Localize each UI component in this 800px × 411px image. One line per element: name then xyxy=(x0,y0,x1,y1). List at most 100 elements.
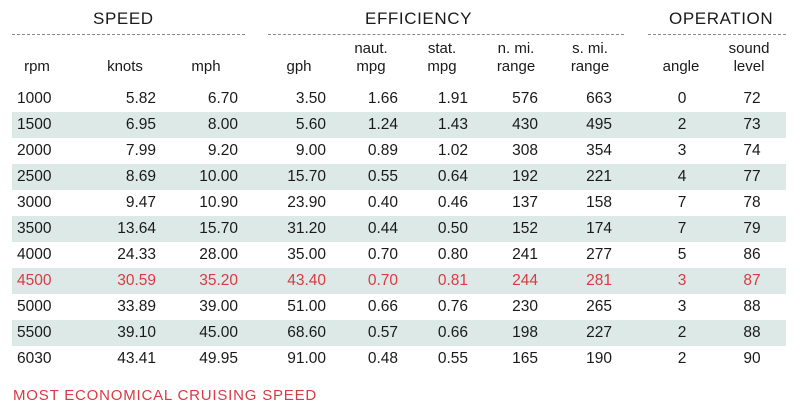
cell-sound-level: 88 xyxy=(743,324,761,341)
cell-knots: 24.33 xyxy=(117,246,156,263)
cell-rpm: 2500 xyxy=(17,168,52,185)
table-row: 5500 39.10 45.00 68.60 0.57 0.66 198 227 2 88 xyxy=(12,320,786,346)
cell-mph: 35.20 xyxy=(199,272,238,289)
cell-rpm: 5000 xyxy=(17,298,52,315)
header-rpm: rpm xyxy=(24,58,50,75)
cell-n-mi-range: 308 xyxy=(512,142,538,159)
table-row: 4500 30.59 35.20 43.40 0.70 0.81 244 281 3 87 xyxy=(12,268,786,294)
header-gph: gph xyxy=(286,58,312,75)
cell-rpm: 3500 xyxy=(17,220,52,237)
cell-s-mi-range: 495 xyxy=(586,116,612,133)
header-mph: mph xyxy=(191,58,221,75)
table-row: 3500 13.64 15.70 31.20 0.44 0.50 152 174 7 79 xyxy=(12,216,786,242)
cell-naut-mpg: 1.66 xyxy=(367,90,398,107)
cell-n-mi-range: 244 xyxy=(512,272,538,289)
table-row: 5000 33.89 39.00 51.00 0.66 0.76 230 265 3 88 xyxy=(12,294,786,320)
group-title-speed: SPEED xyxy=(93,9,154,28)
cell-knots: 33.89 xyxy=(117,298,156,315)
header-sound-level: sound level xyxy=(728,40,770,75)
cell-n-mi-range: 230 xyxy=(512,298,538,315)
cell-rpm: 4500 xyxy=(17,272,52,289)
cell-angle: 4 xyxy=(677,168,687,185)
cell-n-mi-range: 137 xyxy=(512,194,538,211)
cell-naut-mpg: 0.89 xyxy=(367,142,398,159)
cell-sound-level: 79 xyxy=(743,220,761,237)
cell-knots: 8.69 xyxy=(125,168,156,185)
header-angle: angle xyxy=(662,58,700,75)
cell-n-mi-range: 576 xyxy=(512,90,538,107)
cell-s-mi-range: 158 xyxy=(586,194,612,211)
header-n-mi-range: n. mi. range xyxy=(496,40,536,75)
cell-s-mi-range: 663 xyxy=(586,90,612,107)
operation-group-rule xyxy=(648,34,786,35)
cell-mph: 45.00 xyxy=(199,324,238,341)
cell-knots: 43.41 xyxy=(117,350,156,367)
table-row: 2500 8.69 10.00 15.70 0.55 0.64 192 221 4 77 xyxy=(12,164,786,190)
cell-gph: 3.50 xyxy=(295,90,326,107)
cell-stat-mpg: 0.76 xyxy=(437,298,468,315)
cell-mph: 9.20 xyxy=(207,142,238,159)
footnote-most-economical: MOST ECONOMICAL CRUISING SPEED xyxy=(13,387,318,404)
cell-rpm: 1500 xyxy=(17,116,52,133)
cell-s-mi-range: 281 xyxy=(586,272,612,289)
cell-stat-mpg: 0.66 xyxy=(437,324,468,341)
cell-angle: 5 xyxy=(677,246,687,263)
cell-gph: 91.00 xyxy=(287,350,326,367)
cell-gph: 68.60 xyxy=(287,324,326,341)
table-row: 6030 43.41 49.95 91.00 0.48 0.55 165 190 2 90 xyxy=(12,346,786,372)
cell-naut-mpg: 0.70 xyxy=(367,272,398,289)
cell-gph: 15.70 xyxy=(287,168,326,185)
cell-mph: 39.00 xyxy=(199,298,238,315)
cell-naut-mpg: 0.66 xyxy=(367,298,398,315)
cell-naut-mpg: 0.44 xyxy=(367,220,398,237)
cell-angle: 2 xyxy=(677,350,687,367)
cell-knots: 6.95 xyxy=(125,116,156,133)
cell-naut-mpg: 0.55 xyxy=(367,168,398,185)
cell-angle: 3 xyxy=(677,298,687,315)
cell-gph: 5.60 xyxy=(295,116,326,133)
cell-stat-mpg: 0.80 xyxy=(437,246,468,263)
cell-s-mi-range: 221 xyxy=(586,168,612,185)
cell-rpm: 6030 xyxy=(17,350,52,367)
cell-naut-mpg: 0.40 xyxy=(367,194,398,211)
cell-n-mi-range: 192 xyxy=(512,168,538,185)
cell-sound-level: 73 xyxy=(743,116,761,133)
cell-gph: 35.00 xyxy=(287,246,326,263)
cell-mph: 15.70 xyxy=(199,220,238,237)
cell-angle: 7 xyxy=(677,220,687,237)
cell-gph: 9.00 xyxy=(295,142,326,159)
table-row: 1500 6.95 8.00 5.60 1.24 1.43 430 495 2 73 xyxy=(12,112,786,138)
header-knots: knots xyxy=(107,58,143,75)
cell-gph: 51.00 xyxy=(287,298,326,315)
speed-group-rule xyxy=(12,34,245,35)
cell-sound-level: 86 xyxy=(743,246,761,263)
cell-mph: 10.00 xyxy=(199,168,238,185)
cell-stat-mpg: 0.50 xyxy=(437,220,468,237)
cell-mph: 28.00 xyxy=(199,246,238,263)
cell-angle: 3 xyxy=(677,142,687,159)
cell-naut-mpg: 0.70 xyxy=(367,246,398,263)
efficiency-group-rule xyxy=(268,34,624,35)
cell-stat-mpg: 0.46 xyxy=(437,194,468,211)
cell-naut-mpg: 1.24 xyxy=(367,116,398,133)
cell-sound-level: 74 xyxy=(743,142,761,159)
cell-rpm: 5500 xyxy=(17,324,52,341)
cell-rpm: 3000 xyxy=(17,194,52,211)
cell-stat-mpg: 0.64 xyxy=(437,168,468,185)
cell-stat-mpg: 0.81 xyxy=(437,272,468,289)
cell-rpm: 4000 xyxy=(17,246,52,263)
cell-angle: 3 xyxy=(677,272,687,289)
cell-stat-mpg: 0.55 xyxy=(437,350,468,367)
cell-knots: 13.64 xyxy=(117,220,156,237)
cell-naut-mpg: 0.57 xyxy=(367,324,398,341)
header-naut-mpg: naut. mpg xyxy=(354,40,388,75)
cell-n-mi-range: 430 xyxy=(512,116,538,133)
cell-angle: 0 xyxy=(677,90,687,107)
cell-n-mi-range: 198 xyxy=(512,324,538,341)
cell-gph: 43.40 xyxy=(287,272,326,289)
cell-knots: 39.10 xyxy=(117,324,156,341)
cell-rpm: 1000 xyxy=(17,90,52,107)
cell-stat-mpg: 1.43 xyxy=(437,116,468,133)
cell-knots: 30.59 xyxy=(117,272,156,289)
cell-sound-level: 87 xyxy=(743,272,761,289)
